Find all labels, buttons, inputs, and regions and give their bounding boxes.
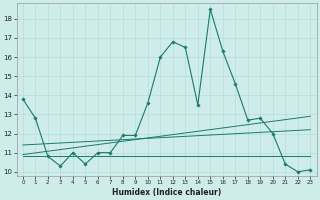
X-axis label: Humidex (Indice chaleur): Humidex (Indice chaleur)	[112, 188, 221, 197]
